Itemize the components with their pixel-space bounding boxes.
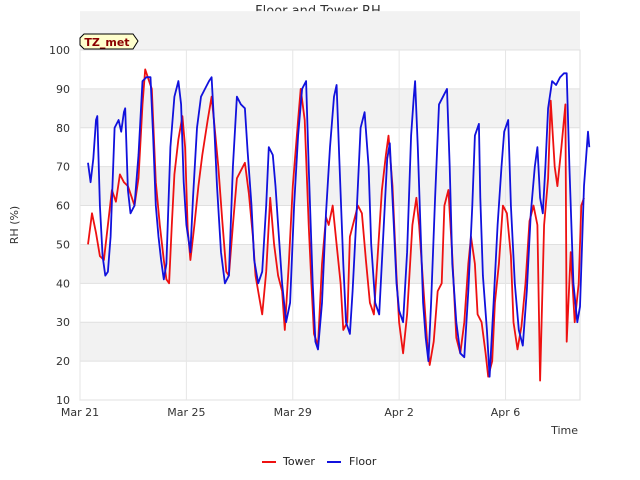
y-tick-label-60: 60 [56, 200, 70, 213]
annotation-badge-shape [79, 33, 139, 50]
x-tick-label-4: Apr 6 [491, 406, 521, 419]
y-tick-label-30: 30 [56, 316, 70, 329]
series-lines [87, 68, 591, 382]
y-tick-label-50: 50 [56, 238, 70, 251]
site-annotation-badge: TZ_met [79, 33, 139, 50]
band-80-90 [80, 88, 580, 128]
band-40-50 [80, 244, 580, 284]
y-axis-label: RH (%) [8, 206, 21, 244]
x-tick-label-2: Mar 29 [274, 406, 312, 419]
y-tick-label-40: 40 [56, 277, 70, 290]
legend-label-floor: Floor [349, 455, 377, 468]
x-axis-ticks: Mar 21 Mar 25 Mar 29 Apr 2 Apr 6 [61, 406, 520, 419]
band-100-110 [80, 11, 580, 50]
x-tick-label-0: Mar 21 [61, 406, 99, 419]
x-axis-label: Time [550, 424, 578, 437]
legend-label-tower: Tower [282, 455, 315, 468]
annotation-badge-text: TZ_met [84, 36, 129, 49]
band-60-70 [80, 166, 580, 206]
legend: Tower Floor [262, 455, 377, 468]
y-tick-label-90: 90 [56, 83, 70, 96]
x-tick-label-1: Mar 25 [167, 406, 205, 419]
y-axis-ticks: 10 20 30 40 50 60 70 80 90 100 [49, 44, 70, 407]
y-tick-label-10: 10 [56, 394, 70, 407]
y-tick-label-20: 20 [56, 355, 70, 368]
y-tick-label-70: 70 [56, 161, 70, 174]
y-tick-label-80: 80 [56, 122, 70, 135]
band-20-30 [80, 322, 580, 362]
series-line-floor [87, 72, 591, 378]
series-line-tower [87, 68, 585, 382]
y-tick-label-100: 100 [49, 44, 70, 57]
x-tick-label-3: Apr 2 [384, 406, 414, 419]
